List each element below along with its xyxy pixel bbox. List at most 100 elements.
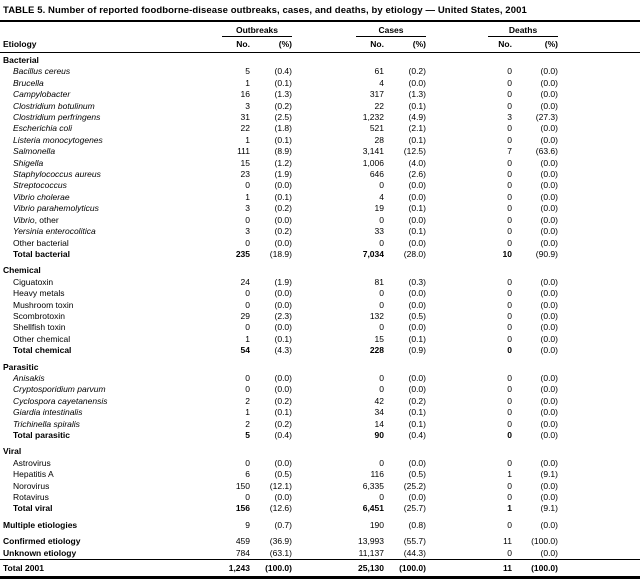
outbreaks-no: 235 [235, 248, 250, 259]
table-row: Ciguatoxin 24 (1.9) 81 (0.3) 0 (0.0) [0, 277, 640, 288]
row-label: Cyclospora cayetanensis [13, 395, 108, 406]
cases-pct: (0.0) [408, 191, 426, 202]
spacer [558, 158, 640, 169]
table-row: Trichinella spiralis 2 (0.2) 14 (0.1) 0 (0.0) [0, 419, 640, 430]
spacer [558, 203, 640, 214]
deaths-no: 0 [507, 100, 512, 111]
section-header: Viral [3, 446, 22, 457]
deaths-pct: (0.0) [540, 407, 558, 418]
spacer [558, 458, 640, 469]
outbreaks-pct: (0.2) [274, 395, 292, 406]
cases-pct: (0.0) [408, 214, 426, 225]
deaths-no: 0 [507, 191, 512, 202]
outbreaks-pct: (0.0) [274, 288, 292, 299]
cases-no: 132 [369, 310, 384, 321]
spacer [558, 548, 640, 560]
cases-pct: (0.0) [408, 457, 426, 468]
cases-no: 0 [379, 180, 384, 191]
outbreaks-pct: (2.3) [274, 310, 292, 321]
cases-pct: (0.1) [408, 407, 426, 418]
cases-no: 3,141 [362, 146, 384, 157]
deaths-no: 0 [507, 384, 512, 395]
outbreaks-pct: (1.3) [274, 89, 292, 100]
outbreaks-no: 5 [245, 66, 250, 77]
cases-pct: (0.1) [408, 203, 426, 214]
cases-pct: (28.0) [403, 248, 426, 259]
table-row: Cryptosporidium parvum 0 (0.0) 0 (0.0) 0 (0.0) [0, 384, 640, 395]
table-row: Other bacterial 0 (0.0) 0 (0.0) 0 (0.0) [0, 238, 640, 249]
cases-no: 14 [374, 418, 384, 429]
spacer [558, 492, 640, 503]
outbreaks-no: 1 [245, 333, 250, 344]
outbreaks-no: 0 [245, 288, 250, 299]
outbreaks-no: 23 [240, 169, 250, 180]
table-row: Escherichia coli 22 (1.8) 521 (2.1) 0 (0.0) [0, 123, 640, 134]
table-row: Yersinia enterocolitica 3 (0.2) 33 (0.1) 0 (0.… [0, 226, 640, 237]
outbreaks-no: 156 [235, 503, 250, 514]
cases-no: 7,034 [362, 248, 384, 259]
outbreaks-no: 459 [235, 536, 250, 547]
row-label: Ciguatoxin [13, 276, 54, 287]
outbreaks-no: 1 [245, 191, 250, 202]
spacer [558, 322, 640, 333]
cases-no: 0 [379, 214, 384, 225]
outbreaks-no: 111 [237, 146, 250, 157]
deaths-pct: (0.0) [540, 384, 558, 395]
cases-no: 521 [369, 123, 384, 134]
row-label: Anisakis [13, 372, 45, 383]
outbreaks-no: 22 [240, 123, 250, 134]
deaths-pct: (0.0) [540, 180, 558, 191]
cases-pct: (0.2) [408, 395, 426, 406]
outbreaks-no: 0 [245, 237, 250, 248]
deaths-pct: (0.0) [540, 276, 558, 287]
outbreaks-no: 1,243 [210, 559, 250, 579]
cases-pct: (0.0) [408, 77, 426, 88]
deaths-no: 0 [507, 345, 512, 356]
table-row: Heavy metals 0 (0.0) 0 (0.0) 0 (0.0) [0, 288, 640, 299]
cases-no: 228 [369, 345, 384, 356]
grand-total-row: Total 2001 1,243 (100.0) 25,130 (100.0) 11 (10… [0, 559, 640, 579]
spacer [558, 531, 640, 547]
cases-no: 190 [369, 519, 384, 530]
cases-no: 0 [379, 372, 384, 383]
deaths-no: 0 [507, 226, 512, 237]
cases-no-header: No. [292, 37, 384, 53]
cases-pct: (0.5) [408, 469, 426, 480]
cases-no: 19 [374, 203, 384, 214]
deaths-no: 0 [507, 180, 512, 191]
outbreaks-no: 3 [245, 100, 250, 111]
row-label: Cryptosporidium parvum [13, 384, 106, 395]
deaths-pct: (0.0) [540, 492, 558, 503]
spacer [558, 300, 640, 311]
row-label: Scombrotoxin [13, 310, 65, 321]
deaths-no: 0 [507, 333, 512, 344]
table-title: TABLE 5. Number of reported foodborne-di… [3, 5, 527, 16]
spacer [558, 503, 640, 514]
table-row: Giardia intestinalis 1 (0.1) 34 (0.1) 0 (0.0) [0, 407, 640, 418]
cases-pct: (25.2) [403, 480, 426, 491]
deaths-pct: (0.0) [540, 134, 558, 145]
table-row: Shellfish toxin 0 (0.0) 0 (0.0) 0 (0.0) [0, 322, 640, 333]
outbreaks-no-header: No. [210, 37, 250, 53]
row-label: Unknown etiology [3, 547, 77, 558]
deaths-no: 0 [507, 169, 512, 180]
deaths-no: 0 [507, 480, 512, 491]
cases-pct: (0.4) [408, 430, 426, 440]
row-label: Other bacterial [13, 237, 69, 248]
row-label: Bacillus cereus [13, 66, 71, 77]
outbreaks-pct-header: (%) [250, 37, 292, 53]
outbreaks-no: 2 [245, 395, 250, 406]
deaths-pct: (100.0) [512, 559, 558, 579]
outbreaks-pct: (2.5) [274, 112, 292, 123]
group-outbreaks: Outbreaks [210, 22, 292, 37]
cases-no: 6,335 [362, 480, 384, 491]
deaths-pct: (0.0) [540, 480, 558, 491]
row-label: Shellfish toxin [13, 322, 66, 333]
etiology-header: Etiology [0, 37, 210, 53]
row-label: Listeria monocytogenes [13, 134, 103, 145]
row-label: Rotavirus [13, 492, 49, 503]
cases-no: 81 [374, 276, 384, 287]
outbreaks-no: 0 [245, 384, 250, 395]
row-label: Norovirus [13, 480, 50, 491]
table-row: Total viral 156 (12.6) 6,451 (25.7) 1 (9.1) [0, 503, 640, 514]
